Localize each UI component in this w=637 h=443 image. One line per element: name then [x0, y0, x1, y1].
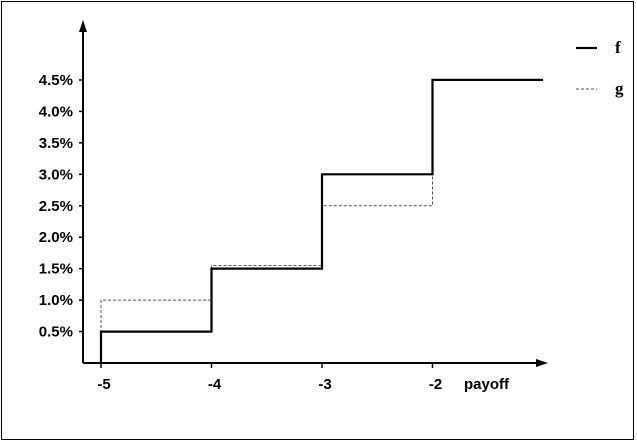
legend: fg — [576, 38, 624, 98]
x-tick-label: -4 — [208, 376, 222, 393]
y-tick-label: 2.0% — [39, 229, 73, 246]
x-tick-label: -5 — [97, 376, 110, 393]
y-tick-label: 1.0% — [39, 292, 73, 309]
axes — [79, 20, 548, 367]
series-layer — [99, 78, 543, 363]
y-tick-label: 2.5% — [39, 198, 73, 215]
y-ticks: 0.5% 1.0% 1.5% 2.0% 2.5% 3.0% 3.5% 4.0% 4.5% — [39, 72, 83, 341]
x-ticks: -5 -4 -3 -2 — [97, 363, 442, 393]
legend-g-label: g — [615, 79, 624, 98]
y-tick-label: 0.5% — [39, 324, 73, 341]
legend-f-label: f — [615, 38, 621, 57]
series-f-line — [99, 78, 543, 363]
y-axis-arrow — [79, 20, 87, 32]
x-tick-label: -3 — [318, 376, 331, 393]
y-tick-label: 4.0% — [39, 103, 73, 120]
y-tick-label: 1.5% — [39, 261, 73, 278]
x-tick-label: -2 — [429, 376, 442, 393]
y-tick-label: 3.5% — [39, 135, 73, 152]
x-axis-arrow — [536, 359, 548, 367]
x-axis-label: payoff — [464, 376, 510, 393]
y-tick-label: 4.5% — [39, 72, 73, 89]
y-tick-label: 3.0% — [39, 166, 73, 183]
